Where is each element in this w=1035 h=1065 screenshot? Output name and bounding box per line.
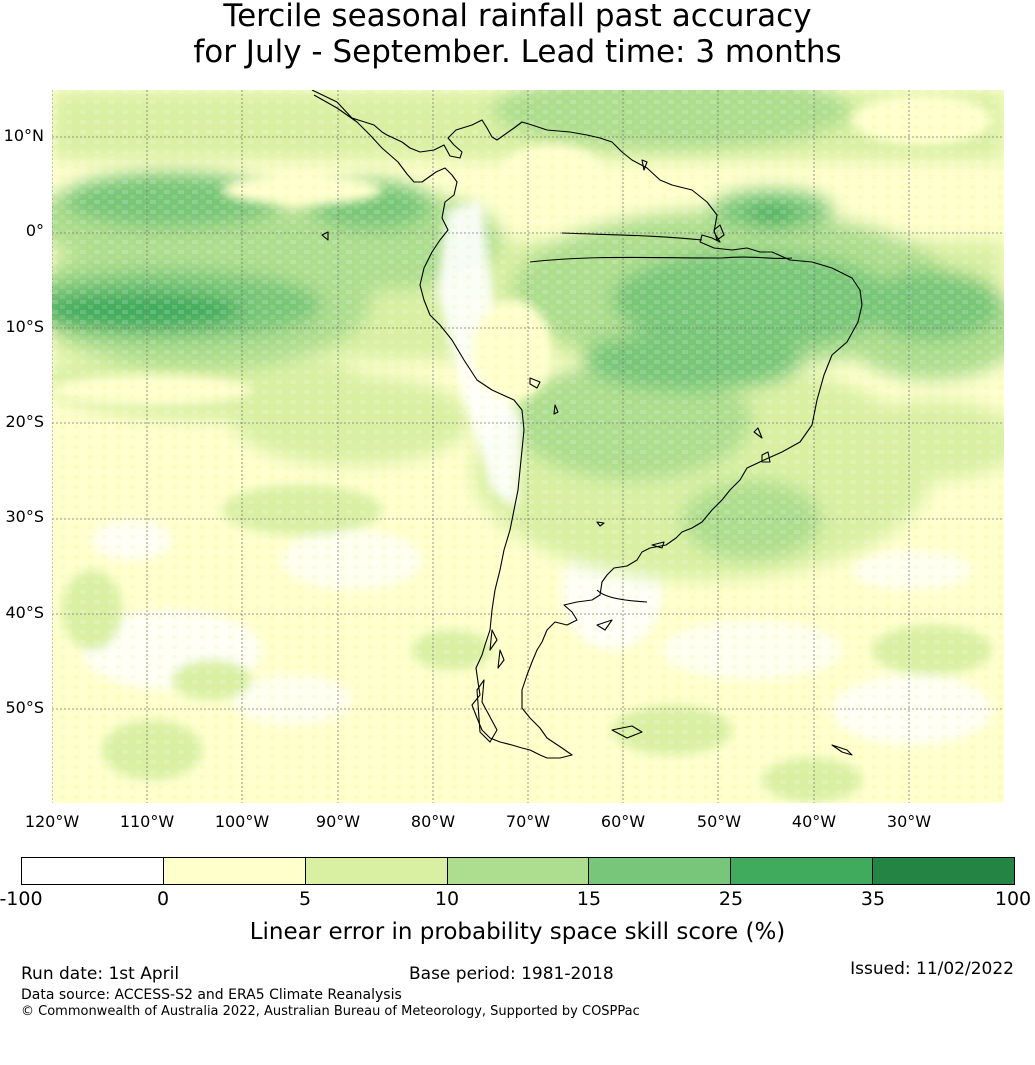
colorbar-tick: 35 <box>860 888 886 910</box>
skill-score-map <box>52 90 1004 803</box>
colorbar-tick: -100 <box>0 888 43 910</box>
coastline <box>311 90 863 759</box>
lon-label-100w: 100°W <box>214 812 270 831</box>
colorbar-tick: 10 <box>434 888 460 910</box>
base-period: Base period: 1981-2018 <box>409 964 614 984</box>
lon-label-110w: 110°W <box>119 812 175 831</box>
lat-label-0: 0° <box>25 221 44 240</box>
skill-field <box>52 90 1004 803</box>
lon-label-120w: 120°W <box>24 812 80 831</box>
lat-label-50s: 50°S <box>5 698 44 717</box>
lon-label-60w: 60°W <box>600 812 646 831</box>
colorbar-tick: 5 <box>298 888 312 910</box>
graticule <box>52 90 1004 803</box>
lat-label-30s: 30°S <box>5 507 44 526</box>
lat-label-10s: 10°S <box>5 317 44 336</box>
colorbar-segment <box>447 858 590 884</box>
copyright-notice: © Commonwealth of Australia 2022, Austra… <box>21 1004 640 1019</box>
colorbar-segment <box>22 858 164 884</box>
issued-date: Issued: 11/02/2022 <box>850 959 1014 979</box>
colorbar-tick: 100 <box>994 888 1032 910</box>
lon-label-80w: 80°W <box>410 812 456 831</box>
lat-label-40s: 40°S <box>5 603 44 622</box>
lon-label-50w: 50°W <box>696 812 742 831</box>
colorbar-tick: 15 <box>576 888 602 910</box>
colorbar-segment <box>589 858 732 884</box>
data-source: Data source: ACCESS-S2 and ERA5 Climate … <box>21 987 402 1003</box>
colorbar-tick: 0 <box>156 888 170 910</box>
colorbar-segment <box>873 858 1015 884</box>
colorbar-segment <box>305 858 448 884</box>
colorbar-label: Linear error in probability space skill … <box>249 919 786 945</box>
lon-label-30w: 30°W <box>886 812 932 831</box>
lon-label-40w: 40°W <box>791 812 837 831</box>
lat-label-20s: 20°S <box>5 412 44 431</box>
lon-label-90w: 90°W <box>315 812 361 831</box>
lon-label-70w: 70°W <box>505 812 551 831</box>
colorbar-tick: 25 <box>718 888 744 910</box>
colorbar <box>21 857 1015 885</box>
lat-label-10n: 10°N <box>3 126 44 145</box>
run-date: Run date: 1st April <box>21 964 180 984</box>
map-title-line-2: for July - September. Lead time: 3 month… <box>193 34 842 70</box>
colorbar-segment <box>731 858 874 884</box>
map-title-line-1: Tercile seasonal rainfall past accuracy <box>223 0 812 34</box>
colorbar-segment <box>163 858 306 884</box>
